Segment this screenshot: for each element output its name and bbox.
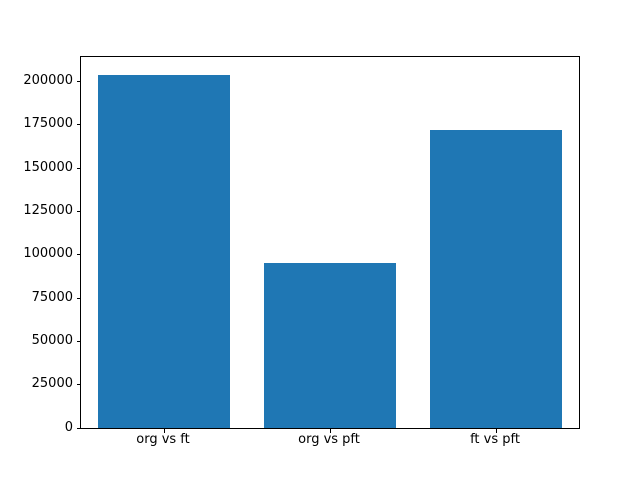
- y-tick-mark: [77, 340, 81, 342]
- bar-org-vs-pft: [263, 263, 397, 428]
- x-tick-label: ft vs pft: [470, 432, 520, 447]
- y-tick-mark: [77, 167, 81, 169]
- y-tick-label: 125000: [23, 202, 73, 218]
- y-tick-mark: [77, 384, 81, 386]
- y-tick-mark: [77, 297, 81, 299]
- x-tick-mark: [163, 429, 165, 433]
- bar-org-vs-ft: [97, 74, 231, 428]
- y-tick-label: 175000: [23, 116, 73, 132]
- plot-area: [77, 56, 580, 433]
- y-tick-label: 200000: [23, 73, 73, 89]
- y-tick-mark: [77, 124, 81, 126]
- x-tick-mark: [329, 429, 331, 433]
- y-tick-mark: [77, 210, 81, 212]
- y-tick-mark: [77, 81, 81, 83]
- x-tick-label: org vs pft: [298, 432, 360, 447]
- y-tick-mark: [77, 254, 81, 256]
- x-tick-mark: [495, 429, 497, 433]
- y-tick-label: 25000: [31, 376, 73, 392]
- y-tick-mark: [77, 427, 81, 429]
- y-tick-label: 75000: [31, 289, 73, 305]
- y-tick-label: 100000: [23, 246, 73, 262]
- y-tick-label: 0: [64, 419, 73, 435]
- y-tick-label: 50000: [31, 332, 73, 348]
- bar-ft-vs-pft: [429, 130, 563, 428]
- y-tick-label: 150000: [23, 159, 73, 175]
- x-tick-label: org vs ft: [136, 432, 190, 447]
